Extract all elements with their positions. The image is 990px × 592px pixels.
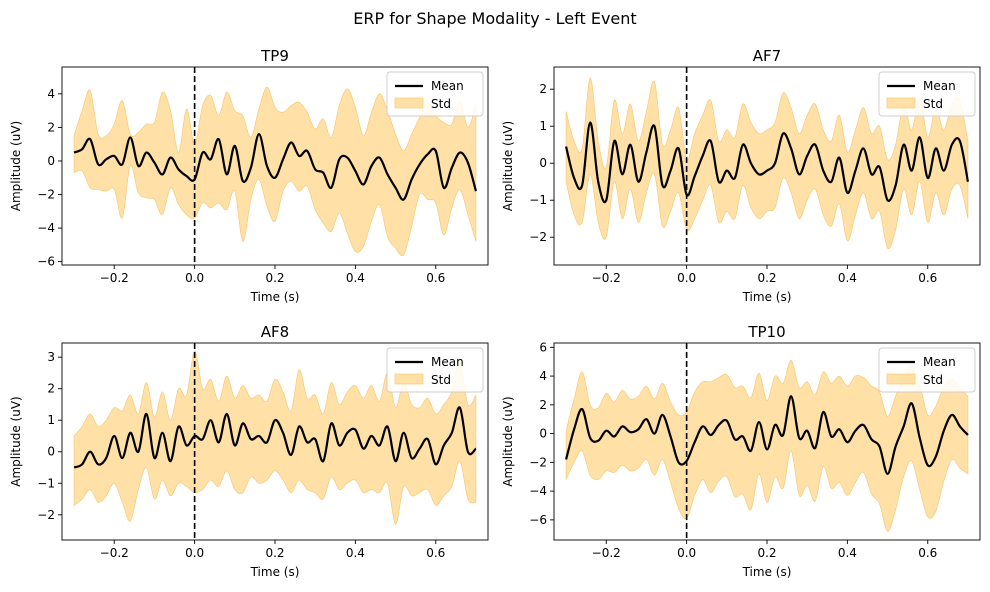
subplot-title: AF8 [261, 323, 289, 341]
legend-std-label: Std [431, 97, 451, 111]
legend-std-label: Std [923, 97, 943, 111]
y-tick-label: 0 [539, 156, 547, 170]
x-tick-label: −0.2 [592, 546, 621, 560]
y-axis-label: Amplitude (uV) [501, 121, 515, 212]
legend: Mean Std [386, 71, 484, 117]
subplot-af7: −0.2 0.0 0.2 0.4 0.6 −2 −1 0 1 2 AF7 Time (s) Amplit… [501, 47, 981, 304]
x-tick-label: 0.6 [918, 271, 937, 285]
x-tick-label: 0.6 [426, 546, 445, 560]
mean-line [564, 121, 970, 204]
x-tick-label: 0.2 [265, 546, 284, 560]
x-tick-label: 0.2 [757, 271, 776, 285]
std-band [73, 350, 477, 525]
legend-std-swatch [886, 97, 916, 109]
y-tick-label: 1 [539, 119, 547, 133]
y-tick-label: 6 [539, 340, 547, 354]
x-tick-label: 0.6 [918, 546, 937, 560]
y-tick-label: 2 [539, 398, 547, 412]
subplot-tp9: −0.2 0.0 0.2 0.4 0.6 −6 −4 −2 0 2 4 TP9 Time (s) Ampl… [9, 47, 489, 304]
subplot-tp10: −0.2 0.0 0.2 0.4 0.6 −6 −4 −2 0 2 4 6 TP10 Time (s) Am… [501, 323, 981, 579]
legend-mean-label: Mean [923, 79, 956, 93]
y-tick-label: −4 [37, 221, 55, 235]
legend-std-label: Std [431, 373, 451, 387]
legend-mean-label: Mean [431, 355, 464, 369]
y-tick-label: 2 [47, 382, 55, 396]
legend-std-swatch [394, 373, 424, 385]
y-tick-label: 1 [47, 413, 55, 427]
mean-line [564, 395, 969, 475]
x-tick-label: 0.0 [677, 271, 696, 285]
subplot-grid: −0.2 0.0 0.2 0.4 0.6 −6 −4 −2 0 2 4 TP9 Time (s) Ampl… [9, 47, 981, 579]
subplot-af8: −0.2 0.0 0.2 0.4 0.6 −2 −1 0 1 2 3 AF8 Time (s) Ampli… [9, 323, 489, 579]
x-tick-label: 0.0 [677, 546, 696, 560]
y-tick-label: −2 [529, 230, 547, 244]
y-tick-label: −4 [529, 484, 547, 498]
x-axis-label: Time (s) [742, 565, 792, 579]
legend: Mean Std [878, 347, 976, 393]
y-tick-label: −1 [529, 193, 547, 207]
y-tick-label: −6 [529, 513, 547, 527]
y-tick-label: 3 [47, 350, 55, 364]
legend-mean-label: Mean [431, 79, 464, 93]
mean-line [73, 406, 477, 469]
x-axis-label: Time (s) [250, 290, 300, 304]
x-tick-label: 0.2 [757, 546, 776, 560]
subplot-title: TP9 [260, 47, 289, 65]
y-tick-label: −2 [37, 188, 55, 202]
x-tick-label: 0.4 [838, 546, 857, 560]
y-axis-label: Amplitude (uV) [9, 121, 23, 212]
x-axis-label: Time (s) [250, 565, 300, 579]
subplot-title: TP10 [747, 323, 785, 341]
y-axis-label: Amplitude (uV) [501, 396, 515, 487]
y-tick-label: −6 [37, 255, 55, 269]
y-tick-label: 2 [539, 82, 547, 96]
x-tick-label: 0.0 [185, 546, 204, 560]
y-tick-label: 4 [539, 369, 547, 383]
x-tick-label: 0.4 [346, 271, 365, 285]
legend: Mean Std [878, 71, 976, 117]
x-tick-label: −0.2 [592, 271, 621, 285]
std-band [565, 359, 969, 532]
legend: Mean Std [386, 347, 484, 393]
x-tick-label: 0.4 [346, 546, 365, 560]
y-tick-label: 0 [47, 445, 55, 459]
x-axis-label: Time (s) [742, 290, 792, 304]
legend-std-swatch [394, 97, 424, 109]
y-tick-label: 0 [47, 154, 55, 168]
y-tick-label: 0 [539, 427, 547, 441]
x-tick-label: −0.2 [100, 271, 129, 285]
y-tick-label: 4 [47, 87, 55, 101]
legend-mean-label: Mean [923, 355, 956, 369]
y-axis-label: Amplitude (uV) [9, 396, 23, 487]
y-tick-label: 2 [47, 120, 55, 134]
y-tick-label: −2 [529, 455, 547, 469]
legend-std-swatch [886, 373, 916, 385]
figure-suptitle: ERP for Shape Modality - Left Event [353, 9, 636, 28]
x-tick-label: 0.2 [265, 271, 284, 285]
x-tick-label: −0.2 [100, 546, 129, 560]
legend-std-label: Std [923, 373, 943, 387]
y-tick-label: −2 [37, 508, 55, 522]
std-band [565, 77, 969, 250]
subplot-title: AF7 [753, 47, 781, 65]
x-tick-label: 0.0 [185, 271, 204, 285]
mean-line [73, 133, 477, 201]
std-band [73, 86, 477, 257]
y-tick-label: −1 [37, 476, 55, 490]
x-tick-label: 0.4 [838, 271, 857, 285]
x-tick-label: 0.6 [426, 271, 445, 285]
